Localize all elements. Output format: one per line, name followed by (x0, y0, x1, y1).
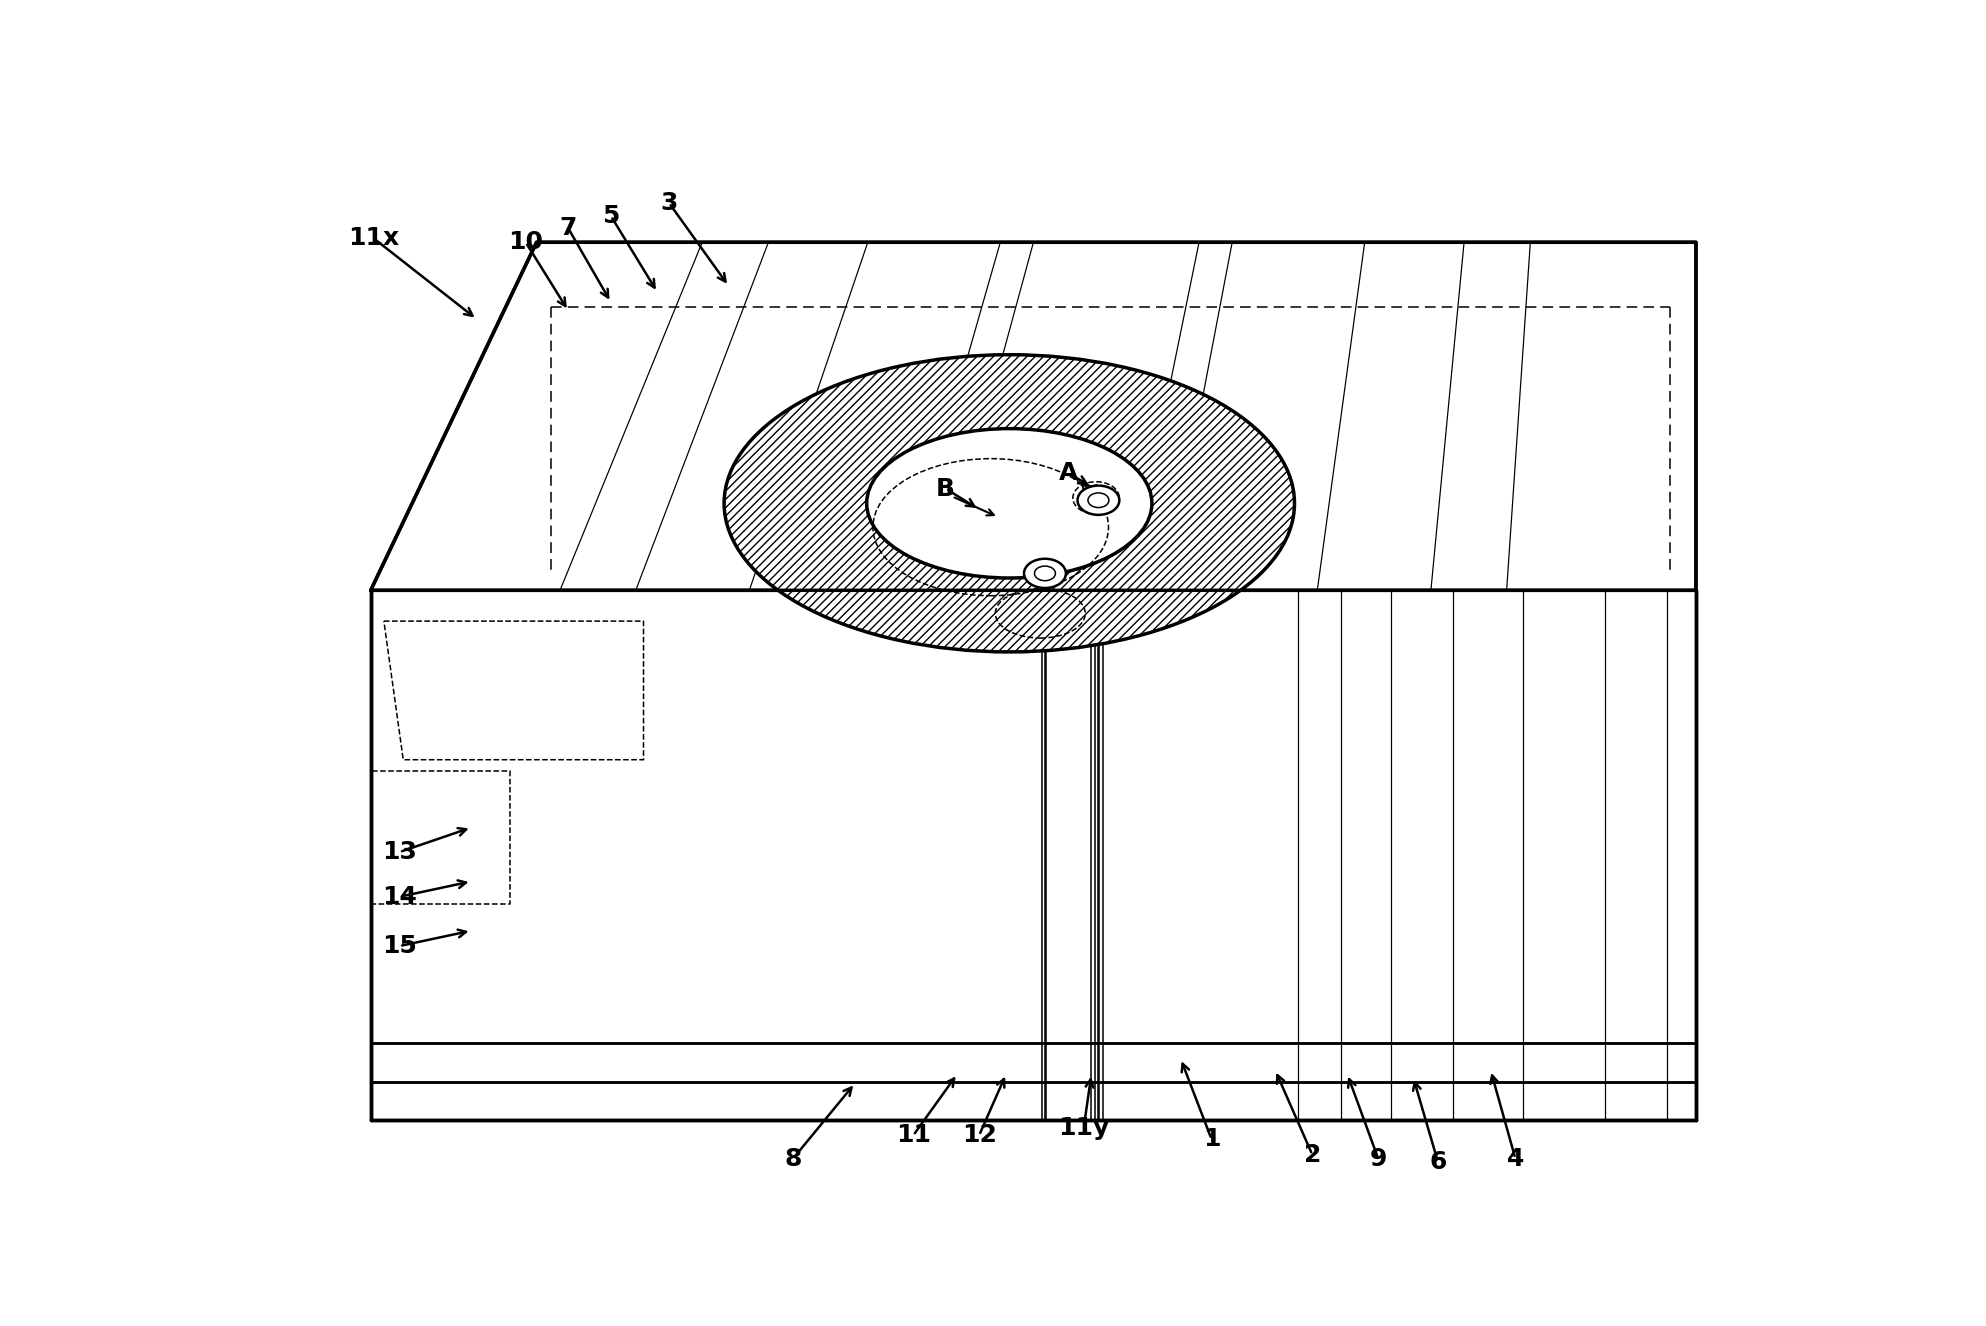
Text: 3: 3 (661, 191, 677, 215)
Ellipse shape (1088, 493, 1108, 508)
Text: 11x: 11x (348, 227, 399, 251)
Text: 7: 7 (560, 216, 578, 240)
Text: 11y: 11y (1059, 1115, 1110, 1140)
Text: 4: 4 (1507, 1147, 1523, 1171)
Text: 10: 10 (508, 231, 544, 255)
Text: 2: 2 (1303, 1143, 1321, 1167)
Text: 15: 15 (381, 934, 417, 959)
Text: 14: 14 (381, 884, 417, 908)
Text: B: B (935, 476, 955, 501)
Text: 5: 5 (602, 204, 620, 228)
Text: 11: 11 (896, 1123, 931, 1147)
Text: 13: 13 (381, 841, 417, 865)
Text: 1: 1 (1204, 1127, 1219, 1151)
Ellipse shape (1035, 566, 1055, 581)
Ellipse shape (725, 354, 1295, 652)
Ellipse shape (1025, 558, 1066, 587)
Text: 8: 8 (784, 1147, 802, 1171)
Ellipse shape (866, 428, 1152, 578)
Ellipse shape (1078, 485, 1120, 514)
Text: 6: 6 (1430, 1150, 1446, 1174)
Text: 12: 12 (961, 1123, 997, 1147)
Text: A: A (1059, 461, 1078, 485)
Text: 9: 9 (1370, 1147, 1386, 1171)
